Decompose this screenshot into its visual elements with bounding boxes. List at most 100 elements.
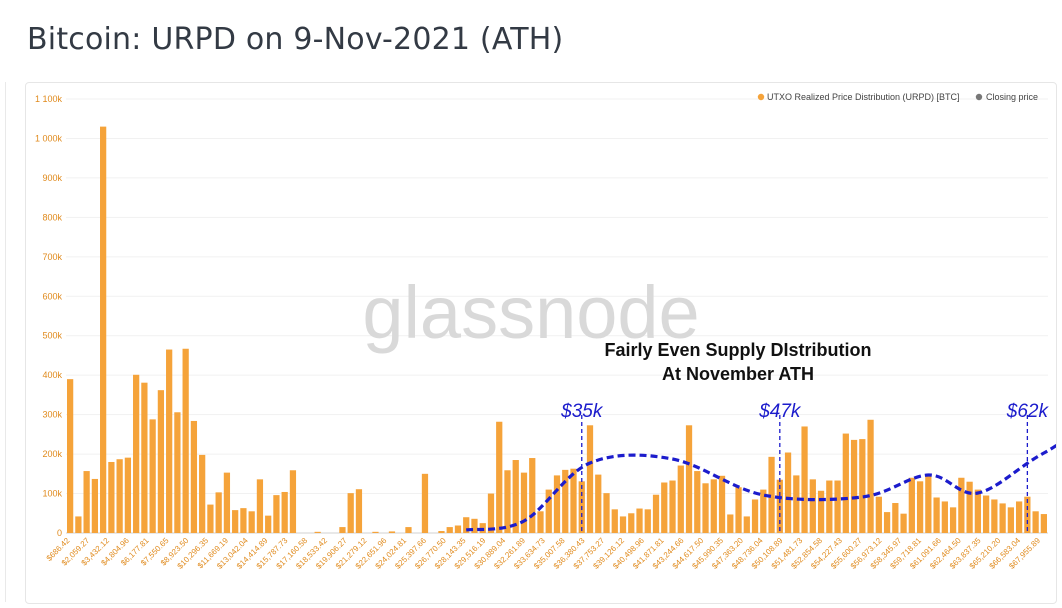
y-tick-label: 1 100k (35, 94, 63, 104)
urpd-bar (232, 510, 239, 533)
urpd-bar (108, 461, 115, 533)
urpd-bar (91, 478, 99, 533)
urpd-bar (116, 459, 123, 533)
urpd-bar (388, 531, 396, 533)
urpd-bar (281, 491, 288, 533)
urpd-bar (974, 489, 981, 533)
urpd-bar (966, 481, 973, 533)
urpd-bar (463, 517, 470, 533)
headline-line-2: At November ATH (662, 364, 814, 384)
urpd-bar (867, 419, 874, 533)
urpd-bar (166, 349, 173, 533)
page-title: Bitcoin: URPD on 9-Nov-2021 (ATH) (27, 22, 564, 57)
urpd-bar (537, 511, 544, 533)
urpd-bar (265, 515, 272, 533)
glassnode-watermark: glassnode (362, 271, 699, 354)
urpd-bar (941, 501, 948, 533)
page-edge-rule (5, 82, 6, 602)
urpd-bar (817, 490, 825, 533)
legend-swatch-urpd (757, 93, 765, 101)
urpd-bar (603, 493, 610, 533)
y-tick-label: 800k (42, 212, 62, 222)
urpd-bar (991, 499, 998, 533)
y-tick-label: 400k (42, 370, 62, 380)
urpd-bar (958, 477, 965, 533)
urpd-bar (669, 480, 676, 533)
chart-panel: 0 100k 200k 300k 400k 500k 600k 700k 800k 900k 1 0… (25, 82, 1062, 604)
urpd-bar (949, 507, 957, 533)
urpd-bar (496, 421, 503, 533)
urpd-bar (223, 472, 231, 533)
urpd-bar (83, 471, 90, 533)
urpd-bar (661, 482, 668, 533)
urpd-bar (1040, 514, 1047, 533)
urpd-bar (685, 425, 693, 533)
urpd-bar (240, 508, 247, 533)
urpd-bar (916, 481, 924, 533)
annotation-headline: Fairly Even Supply DIstribution At Novem… (604, 340, 871, 384)
urpd-bar (793, 475, 800, 533)
urpd-bar (67, 379, 74, 533)
marker-label: $35k (560, 401, 604, 422)
urpd-bar (421, 473, 429, 533)
urpd-bar (826, 480, 833, 533)
urpd-bar (801, 426, 808, 533)
urpd-bar (999, 503, 1006, 533)
y-tick-label: 500k (42, 331, 62, 341)
urpd-bar (892, 503, 899, 533)
urpd-bar (908, 477, 915, 533)
y-tick-label: 0 (57, 528, 62, 538)
urpd-bar (644, 509, 651, 533)
urpd-bar (619, 516, 627, 533)
urpd-bar (405, 527, 412, 533)
y-tick-label: 200k (42, 449, 62, 459)
urpd-bar (289, 470, 297, 533)
urpd-bar (174, 412, 181, 533)
urpd-bar (520, 472, 528, 533)
urpd-bar (504, 470, 511, 533)
urpd-bar (883, 512, 891, 533)
urpd-bar (545, 489, 552, 533)
urpd-bar (562, 469, 569, 533)
urpd-bar (199, 454, 206, 533)
urpd-bar (1007, 507, 1014, 533)
y-tick-label: 300k (42, 410, 62, 420)
urpd-bar (760, 489, 767, 533)
urpd-bar (727, 514, 734, 533)
urpd-bar (100, 126, 107, 533)
urpd-bar (842, 433, 849, 533)
urpd-bar (982, 495, 990, 533)
urpd-bar (768, 456, 775, 533)
y-tick-label: 100k (42, 489, 62, 499)
urpd-bar (718, 475, 726, 533)
urpd-bar (628, 513, 635, 533)
y-tick-label: 700k (42, 252, 62, 262)
urpd-chart: 0 100k 200k 300k 400k 500k 600k 700k 800k 900k 1 0… (35, 92, 1062, 571)
urpd-bar (586, 425, 594, 533)
urpd-bar (355, 489, 363, 533)
urpd-bar (850, 439, 858, 533)
urpd-bar (487, 493, 495, 533)
urpd-bar (372, 531, 379, 533)
urpd-bar (190, 420, 198, 533)
y-tick-label: 600k (42, 291, 62, 301)
urpd-bar (529, 458, 536, 533)
urpd-bar (454, 525, 462, 533)
urpd-bar (933, 497, 940, 533)
urpd-bar (751, 499, 759, 533)
urpd-bar (124, 457, 132, 533)
urpd-bar (438, 531, 445, 533)
marker-label: $62k (1006, 401, 1050, 422)
urpd-bar (636, 508, 643, 533)
urpd-bar (512, 460, 519, 533)
urpd-bar (809, 479, 816, 533)
urpd-bar (595, 474, 602, 533)
supply-trend-curve (465, 439, 1062, 532)
urpd-bar (735, 487, 742, 533)
urpd-bar (215, 492, 222, 533)
legend-label-closing: Closing price (986, 92, 1038, 102)
urpd-bar (694, 471, 701, 533)
urpd-bar (784, 452, 792, 533)
headline-line-1: Fairly Even Supply DIstribution (604, 340, 871, 360)
urpd-bar (743, 516, 750, 533)
